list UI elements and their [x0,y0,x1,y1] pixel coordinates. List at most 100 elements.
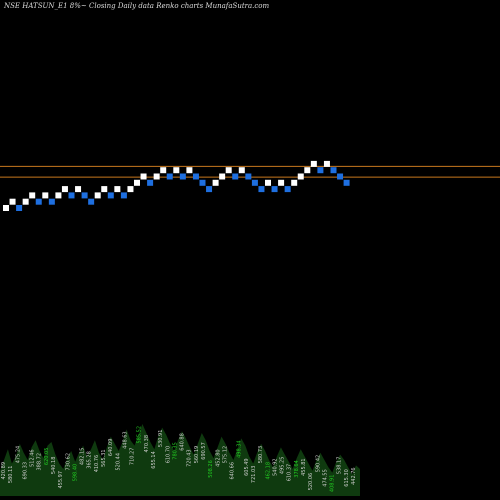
volume-label: 640.66 [230,462,236,480]
volume-label: 538.17 [337,457,343,475]
renko-brick-down [284,186,291,193]
volume-label: 540.18 [51,457,57,475]
renko-brick-up [160,167,167,174]
volume-label: 590.42 [315,455,321,473]
renko-brick-up [219,173,226,180]
renko-brick-up [75,186,82,193]
renko-brick-down [166,173,173,180]
volume-label: 610.70 [165,446,171,464]
chart-label: Closing Daily data [89,2,154,10]
renko-brick-down [258,186,265,193]
renko-brick-down [147,179,154,186]
volume-label: 721.03 [251,466,257,484]
volume-label: 455.97 [58,471,64,489]
renko-brick-down [48,198,55,205]
volume-label: 475.24 [15,446,21,464]
renko-brick-down [81,192,88,199]
renko-brick-down [206,186,213,193]
renko-brick-down [107,192,114,199]
volume-label: 498.34 [237,440,243,458]
volume-label: 442.76 [351,467,357,485]
renko-brick-down [245,173,252,180]
renko-brick-down [337,173,344,180]
volume-label: 462.18 [265,462,271,480]
renko-brick-down [232,173,239,180]
renko-brick-up [310,160,317,167]
renko-brick-up [238,167,245,174]
volume-fill [0,424,360,496]
volume-label: 540.92 [272,458,278,476]
symbol-label: NSE HATSUN_E1 8%~ [4,2,87,10]
renko-brick-up [3,205,9,211]
renko-brick-up [114,186,121,193]
volume-label: 620.05 [44,448,50,466]
volume-label: 720.43 [187,449,193,467]
renko-brick-down [16,205,23,211]
renko-brick-up [265,179,271,186]
volume-label: 640.09 [108,439,114,457]
volume-label: 560.19 [194,446,200,464]
renko-brick-up [291,179,298,186]
renko-brick-up [61,186,68,193]
site-label: charts MunafaSutra.com [180,2,270,10]
volume-label: 710.27 [130,448,136,466]
renko-brick-down [120,192,127,199]
volume-label: 420.89 [1,462,7,480]
renko-brick-up [42,192,49,199]
renko-brick-down [343,179,350,186]
renko-brick-down [179,173,186,180]
volume-label: 565.31 [101,449,107,467]
volume-label: 512.46 [30,449,36,467]
volume-label: 615.30 [344,469,350,487]
renko-brick-up [140,173,147,180]
renko-brick-up [225,167,232,174]
volume-label: 474.55 [322,469,328,487]
renko-brick-down [330,167,337,174]
volume-label: 508.26 [208,460,214,478]
renko-brick-up [134,179,140,186]
renko-brick-up [94,192,101,199]
volume-label: 690.57 [201,442,207,460]
volume-label: 448.63 [122,431,128,449]
renko-brick-up [153,173,160,180]
volume-label: 580.73 [258,446,264,464]
volume-label: 470.38 [144,435,150,453]
renko-brick-up [29,192,36,199]
volume-label: 690.33 [22,462,28,480]
volume-label: 640.88 [180,433,186,451]
volume-label: 482.15 [80,448,86,466]
volume-label: 730.62 [65,453,71,471]
volume-label: 655.14 [151,451,157,469]
renko-brick-down [192,173,199,180]
renko-brick-down [35,198,42,205]
volume-label: 410.76 [94,455,100,473]
volume-label: 605.49 [244,458,250,476]
volume-label: 580.11 [8,466,14,484]
volume-label: 495.25 [280,457,286,475]
renko-brick-up [323,160,330,167]
volume-label: 408.91 [330,475,336,493]
volume-label: 520.06 [308,473,314,491]
renko-brick-down [251,179,258,186]
renko-brick-down [317,167,324,174]
chart-title: NSE HATSUN_E1 8%~ Closing Daily data Ren… [4,2,269,10]
volume-label: 530.91 [158,430,164,448]
renko-brick-up [173,167,180,174]
volume-label: 452.80 [215,449,221,467]
renko-brick-up [297,173,304,180]
renko-brick-up [101,186,108,193]
renko-brick-up [278,179,285,186]
volume-label: 388.72 [37,453,43,471]
renko-brick-up [55,192,62,199]
renko-brick-up [186,167,193,174]
renko-brick-down [68,192,75,199]
volume-label: 378.64 [294,460,300,478]
renko-brick-up [22,198,29,205]
volume-area [0,424,360,496]
renko-brick-down [88,198,95,205]
volume-label: 575.12 [222,446,228,464]
renko-brick-up [304,167,311,174]
renko-brick-up [212,179,219,186]
